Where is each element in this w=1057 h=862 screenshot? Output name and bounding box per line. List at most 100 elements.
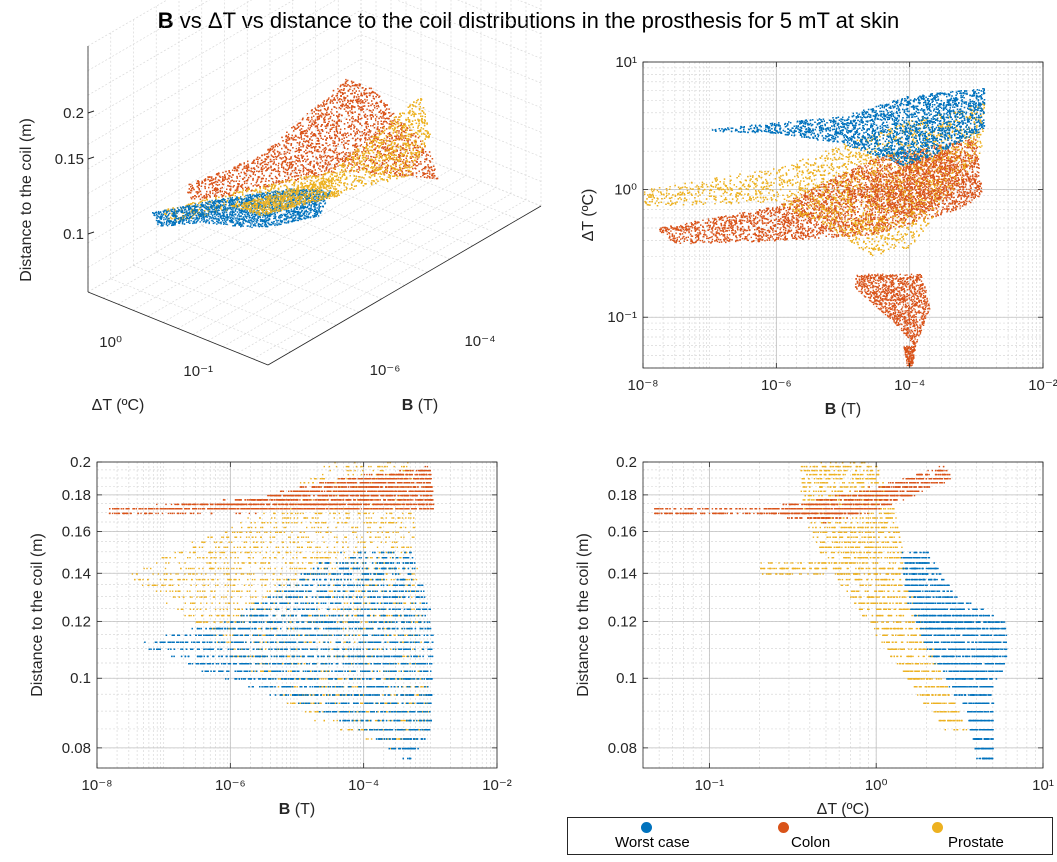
data-point bbox=[891, 156, 893, 159]
data-point bbox=[929, 193, 932, 195]
data-point bbox=[817, 195, 819, 197]
data-point bbox=[926, 201, 929, 203]
data-point bbox=[882, 183, 885, 185]
data-point bbox=[761, 217, 763, 220]
data-point bbox=[845, 211, 847, 213]
data-point bbox=[910, 171, 912, 174]
data-point bbox=[974, 182, 977, 184]
data-point bbox=[872, 208, 874, 210]
data-point bbox=[788, 220, 790, 222]
data-point bbox=[852, 198, 854, 200]
data-point bbox=[708, 226, 711, 228]
data-point bbox=[699, 231, 701, 233]
data-point bbox=[699, 233, 702, 235]
data-point bbox=[724, 228, 726, 230]
data-point bbox=[873, 216, 875, 219]
data-point bbox=[911, 177, 914, 179]
data-point bbox=[791, 213, 793, 215]
data-point bbox=[950, 180, 952, 182]
data-point bbox=[958, 155, 961, 157]
data-point bbox=[868, 210, 871, 213]
data-point bbox=[784, 226, 786, 229]
data-point bbox=[898, 221, 900, 223]
data-point bbox=[858, 231, 860, 233]
data-point bbox=[860, 215, 863, 217]
data-point bbox=[788, 225, 790, 228]
data-point bbox=[836, 180, 839, 182]
data-point bbox=[799, 200, 801, 202]
data-point bbox=[866, 175, 869, 177]
data-point bbox=[813, 224, 815, 226]
data-point bbox=[722, 217, 724, 219]
data-point bbox=[949, 211, 952, 213]
data-point bbox=[839, 225, 842, 227]
data-point bbox=[810, 204, 812, 206]
data-point bbox=[967, 152, 969, 155]
data-point bbox=[668, 232, 670, 234]
data-point bbox=[714, 217, 716, 220]
data-point bbox=[806, 231, 809, 233]
data-point bbox=[732, 234, 735, 236]
data-point bbox=[767, 212, 769, 214]
data-point bbox=[739, 230, 742, 232]
data-point bbox=[837, 223, 840, 225]
data-point bbox=[840, 198, 843, 201]
data-point bbox=[953, 200, 955, 202]
data-point bbox=[691, 227, 694, 229]
data-point bbox=[861, 201, 863, 204]
data-point bbox=[946, 168, 949, 170]
data-point bbox=[810, 232, 812, 234]
data-point bbox=[953, 207, 955, 209]
data-point bbox=[870, 180, 873, 182]
data-point bbox=[842, 185, 845, 187]
data-point bbox=[824, 216, 827, 219]
data-point bbox=[663, 226, 666, 229]
data-point bbox=[953, 192, 955, 194]
data-point bbox=[686, 222, 688, 225]
data-point bbox=[770, 228, 773, 230]
data-point bbox=[959, 153, 962, 155]
data-point bbox=[887, 225, 889, 227]
data-point bbox=[703, 229, 705, 232]
data-point bbox=[804, 202, 806, 204]
data-point bbox=[767, 222, 769, 224]
data-point bbox=[765, 233, 768, 235]
data-point bbox=[805, 230, 807, 232]
data-point bbox=[694, 234, 697, 236]
data-point bbox=[962, 168, 964, 171]
data-point bbox=[795, 226, 797, 229]
data-point bbox=[978, 171, 980, 174]
data-point bbox=[956, 205, 959, 208]
data-point bbox=[777, 236, 780, 239]
data-point bbox=[883, 179, 885, 181]
data-point bbox=[944, 175, 946, 177]
data-point bbox=[880, 219, 883, 222]
data-point bbox=[697, 222, 699, 224]
data-point bbox=[870, 176, 873, 178]
data-point bbox=[720, 223, 723, 226]
data-point bbox=[823, 185, 825, 188]
data-point bbox=[931, 204, 933, 206]
data-point bbox=[821, 214, 823, 216]
data-point bbox=[671, 234, 674, 236]
data-point bbox=[869, 160, 871, 162]
data-point bbox=[724, 238, 726, 240]
data-point bbox=[971, 168, 974, 170]
data-point bbox=[861, 172, 863, 174]
data-point bbox=[778, 220, 780, 222]
data-point bbox=[777, 223, 780, 225]
data-point bbox=[803, 214, 805, 217]
data-point bbox=[880, 205, 883, 207]
data-point bbox=[942, 202, 944, 204]
data-point bbox=[748, 233, 750, 235]
data-point bbox=[697, 239, 700, 241]
data-point bbox=[871, 200, 873, 202]
data-point bbox=[851, 223, 853, 225]
data-point bbox=[897, 200, 899, 202]
data-point bbox=[814, 220, 816, 222]
data-point bbox=[951, 203, 954, 205]
data-point bbox=[793, 237, 796, 239]
data-point bbox=[811, 235, 813, 237]
data-point bbox=[660, 231, 663, 234]
data-point bbox=[824, 217, 826, 219]
